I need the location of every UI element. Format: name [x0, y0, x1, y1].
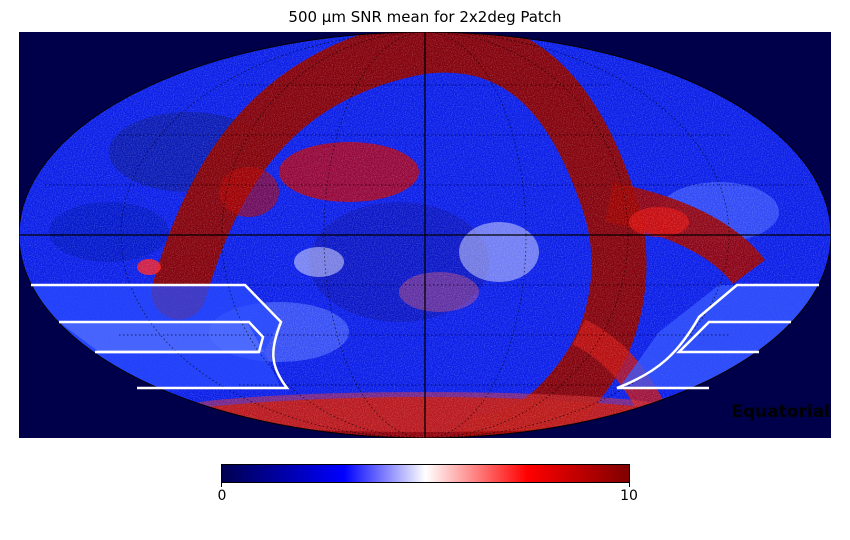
patch-outline-right [616, 283, 819, 390]
patch-outline-left [31, 283, 290, 390]
colorbar-tick-min [221, 482, 222, 487]
colorbar-min-label: 0 [217, 488, 227, 504]
colorbar-tick-max [629, 482, 630, 487]
skymap [19, 32, 831, 438]
coordinate-system-label: Equatorial [731, 402, 830, 422]
colorbar-max-label: 10 [620, 488, 638, 504]
figure-title: 500 μm SNR mean for 2x2deg Patch [288, 8, 562, 26]
mollweide-map [19, 32, 831, 438]
colorbar [221, 464, 630, 483]
